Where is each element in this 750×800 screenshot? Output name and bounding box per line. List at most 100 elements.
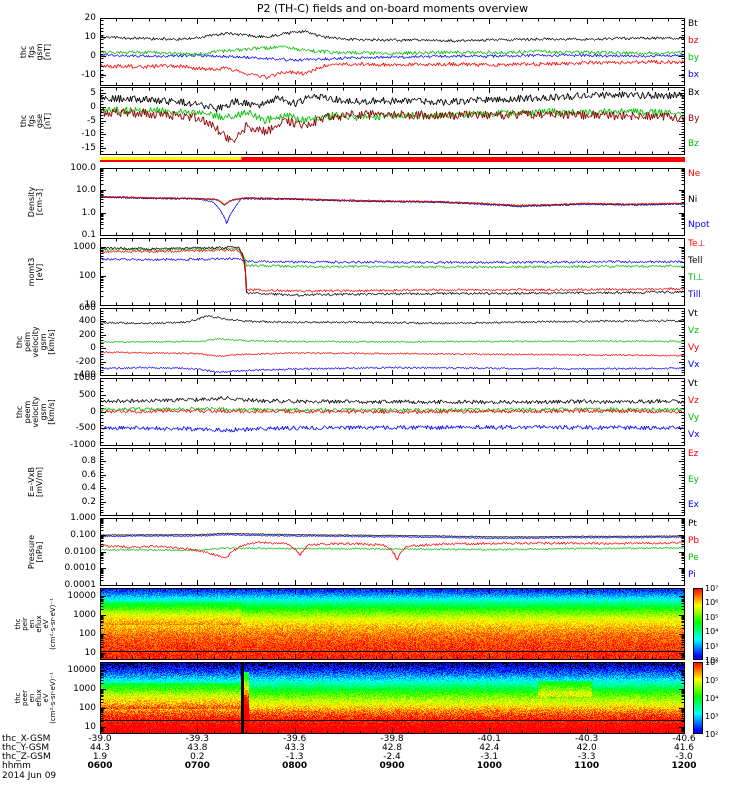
- peer-spec-colorbar-label-0: 10⁶: [705, 658, 719, 667]
- fgs-gse-ytick-1: 0: [90, 101, 96, 112]
- pressure-ytick-2: 0.0100: [64, 546, 97, 557]
- legend-fgs-gse-Bz: Bz: [688, 139, 699, 149]
- legend-momt3-Ti⊥: Ti⊥: [688, 273, 704, 283]
- legend-peim-velocity-Vy: Vy: [688, 343, 700, 353]
- xaxis-value-thc_Z-GSM-4: -3.1: [480, 752, 499, 762]
- peer-spec-ylabel-text: thc peer en eflux eV (cm²-s-sr-eV)⁻¹: [14, 672, 57, 724]
- legend-fgs-gsm-Bt: Bt: [688, 19, 698, 29]
- peir-spec-canvas: [100, 588, 685, 660]
- fgs-gsm-ytick-3: -10: [81, 70, 96, 81]
- peer-spec-colorbar: [693, 662, 703, 734]
- momt3-canvas: [100, 238, 685, 306]
- peim-velocity-ytick-4: -200: [75, 356, 96, 367]
- legend-peem-velocity-Vt: Vt: [688, 379, 698, 389]
- peir-spec-colorbar-label-3: 10⁴: [705, 627, 719, 637]
- efield-ytick-0: 0.8: [81, 456, 96, 467]
- peir-spec-colorbar-label-0: 10⁷: [705, 584, 719, 593]
- xaxis-value-thc_X-GSM-0: -39.0: [88, 734, 112, 744]
- peir-spec-colorbar-label-1: 10⁶: [705, 598, 719, 608]
- legend-pressure-Pi: Pi: [688, 570, 696, 580]
- xaxis-value-thc_Z-GSM-0: 1.9: [92, 752, 108, 762]
- legend-fgs-gsm-bx: bx: [688, 70, 700, 80]
- xaxis-value-thc_Y-GSM-5: 42.0: [576, 743, 597, 753]
- legend-peem-velocity-Vx: Vx: [688, 430, 700, 440]
- legend-peem-velocity-Vz: Vz: [688, 396, 699, 406]
- peem-velocity-ytick-1: 500: [78, 389, 96, 400]
- peer-spec-colorbar-label-4: 10²: [705, 730, 719, 739]
- peim-velocity-canvas: [100, 308, 685, 376]
- xaxis-value-hhmm-5: 1100: [574, 761, 600, 771]
- peir-spec-ytick-2: 100: [78, 629, 96, 640]
- density-ylabel: Density [cm-3]: [4, 168, 68, 236]
- xaxis-value-thc_Z-GSM-5: -3.3: [577, 752, 596, 762]
- efield-ytick-3: 0.2: [81, 496, 96, 507]
- density-ytick-1: 10.0: [75, 185, 96, 196]
- legend-pressure-Pe: Pe: [688, 553, 699, 563]
- peir-spec-ytick-3: 10: [84, 648, 96, 659]
- density-ytick-3: 0.1: [81, 230, 96, 240]
- xaxis-value-thc_Z-GSM-2: -1.3: [285, 752, 304, 762]
- peir-spec-colorbar-label-4: 10³: [705, 641, 719, 651]
- momt3-ytick-1: 100: [78, 270, 96, 281]
- peer-spec-ytick-0: 10000: [67, 664, 96, 675]
- peim-velocity-ytick-3: 0: [90, 343, 96, 354]
- legend-momt3-Tell: Tell: [688, 256, 703, 266]
- xaxis-value-hhmm-4: 1000: [476, 761, 502, 771]
- pressure-canvas: [100, 518, 685, 586]
- legend-momt3-Till: Till: [688, 290, 701, 300]
- legend-fgs-gsm-by: by: [688, 53, 700, 63]
- xaxis-value-thc_Y-GSM-0: 44.3: [89, 743, 111, 753]
- legend-density-Npot: Npot: [688, 220, 710, 230]
- legend-efield-Ey: Ey: [688, 474, 700, 485]
- xaxis-value-thc_Y-GSM-2: 43.3: [284, 743, 305, 753]
- legend-peem-velocity-Vy: Vy: [688, 413, 700, 423]
- xaxis-row-label-y-gsm: thc_Y-GSM: [2, 743, 50, 753]
- xaxis-value-thc_Y-GSM-1: 43.8: [187, 743, 208, 753]
- legend-fgs-gsm-bz: bz: [688, 36, 699, 46]
- pressure-ytick-3: 0.0010: [64, 563, 97, 574]
- xaxis-value-thc_Z-GSM-3: -2.4: [383, 752, 401, 762]
- peer-spec-colorbar-label-3: 10³: [705, 712, 719, 721]
- xaxis-row-label-z-gsm: thc_Z-GSM: [2, 752, 51, 762]
- peim-velocity-ytick-1: 400: [78, 316, 96, 327]
- xaxis-value-thc_X-GSM-5: -40.3: [575, 734, 599, 744]
- momt3-ytick-2: 10: [84, 300, 96, 310]
- peir-spec-colorbar-label-5: 10²: [705, 656, 719, 665]
- fgs-gsm-ytick-1: 10: [84, 32, 96, 43]
- pressure-ytick-1: 0.100: [70, 529, 96, 540]
- peer-spec-colorbar-label-2: 10⁴: [705, 694, 719, 703]
- xaxis-value-thc_X-GSM-6: -40.6: [672, 734, 696, 744]
- fgs-gse-ytick-2: -5: [87, 115, 96, 126]
- legend-peim-velocity-Vx: Vx: [688, 360, 700, 370]
- peim-velocity-ytick-0: 600: [78, 303, 96, 313]
- momt3-ytick-0: 1000: [73, 241, 96, 252]
- xaxis-value-hhmm-6: 1200: [671, 761, 697, 771]
- xaxis-value-thc_Z-GSM-6: -3.0: [675, 752, 693, 762]
- xaxis-value-hhmm-0: 0600: [87, 761, 113, 771]
- fgs-gsm-canvas: [100, 18, 685, 86]
- xaxis-value-thc_X-GSM-1: -39.3: [185, 734, 209, 744]
- peir-spec-colorbar: [693, 588, 703, 660]
- peem-velocity-ytick-2: 0: [90, 406, 96, 417]
- fgs-gse-canvas: [100, 87, 685, 155]
- peer-spec-colorbar-label-1: 10⁵: [705, 676, 719, 685]
- fgs-gse-ytick-0: 5: [90, 87, 96, 98]
- xaxis-row-label-hhmm: hhmm: [2, 761, 31, 771]
- peer-spec-canvas: [100, 662, 685, 734]
- fgs-gsm-ytick-0: 20: [84, 13, 96, 23]
- legend-efield-Ez: Ez: [688, 449, 699, 459]
- fgs-gsm-ytick-2: 0: [90, 51, 96, 62]
- efield-ytick-1: 0.6: [81, 469, 96, 480]
- fgs-gse-ytick-3: -10: [81, 129, 96, 140]
- legend-peim-velocity-Vz: Vz: [688, 326, 699, 336]
- pressure-ytick-4: 0.0001: [64, 580, 97, 590]
- peir-spec-ytick-0: 10000: [67, 590, 96, 601]
- xaxis-value-thc_Y-GSM-3: 42.8: [381, 743, 403, 753]
- efield-canvas: [100, 448, 685, 516]
- date-label: 2014 Jun 09: [2, 771, 57, 781]
- legend-fgs-gse-Bx: Bx: [688, 88, 700, 98]
- plot-title: P2 (TH-C) fields and on-board moments ov…: [256, 2, 529, 15]
- peem-velocity-canvas: [100, 378, 685, 446]
- legend-fgs-gse-By: By: [688, 113, 700, 124]
